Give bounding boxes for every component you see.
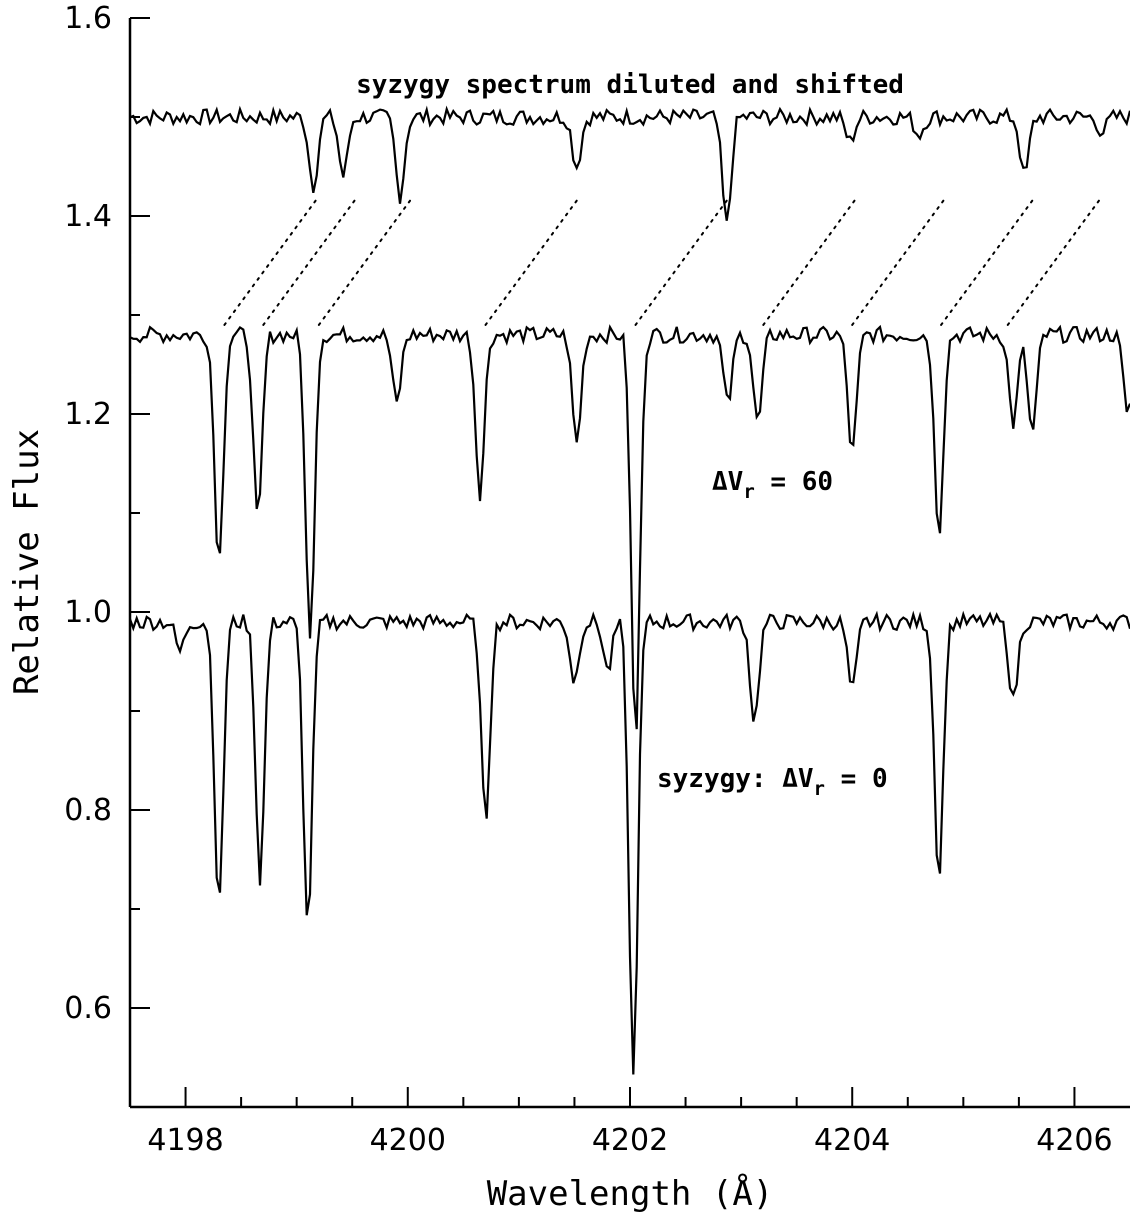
y-tick-label: 0.8: [64, 793, 112, 828]
dotted-connector-6: [762, 195, 859, 326]
bottom-annotation: syzygy: ΔVr = 0: [657, 764, 888, 800]
middle-annotation-suffix: = 60: [755, 467, 833, 497]
series-layer: [128, 105, 1130, 1075]
dotted-connector-3: [317, 195, 415, 326]
dotted-connector-2: [262, 195, 359, 326]
spectrum-line-3: [128, 610, 1130, 1075]
x-tick-label: 4202: [592, 1123, 668, 1158]
bottom-annotation-suffix: = 0: [825, 764, 888, 794]
spectrum-line-2: [129, 324, 1130, 730]
y-tick-label: 1.0: [64, 595, 112, 630]
x-tick-label: 4200: [370, 1123, 446, 1158]
x-tick-label: 4204: [814, 1123, 890, 1158]
middle-annotation-subscript: r: [743, 481, 754, 503]
x-tick-label: 4198: [147, 1123, 223, 1158]
middle-annotation: ΔVr = 60: [712, 467, 833, 503]
dotted-connector-1: [223, 195, 320, 326]
y-tick-label: 0.6: [64, 991, 112, 1026]
tick-layer: 4198 4200 4202 4204 4206 0.6 0.8 1.0 1.2 1.4 1.6: [64, 1, 1112, 1158]
x-axis-title: Wavelength (Å): [487, 1173, 774, 1214]
dotted-connector-7: [851, 195, 948, 326]
dotted-connector-9: [1006, 195, 1104, 326]
dotted-connector-5: [634, 195, 731, 326]
bottom-annotation-prefix: syzygy: ΔV: [657, 764, 814, 794]
bottom-annotation-subscript: r: [814, 778, 825, 800]
dotted-connector-8: [940, 195, 1037, 326]
spectrum-line-1: [129, 105, 1130, 221]
middle-annotation-prefix: ΔV: [712, 467, 743, 497]
x-tick-label: 4206: [1036, 1123, 1112, 1158]
y-tick-label: 1.2: [64, 397, 112, 432]
top-annotation: syzygy spectrum diluted and shifted: [356, 70, 904, 100]
connector-layer: [223, 195, 1104, 326]
y-tick-label: 1.4: [64, 199, 112, 234]
y-axis-title: Relative Flux: [7, 429, 47, 695]
y-tick-label: 1.6: [64, 1, 112, 36]
dotted-connector-4: [484, 195, 581, 326]
